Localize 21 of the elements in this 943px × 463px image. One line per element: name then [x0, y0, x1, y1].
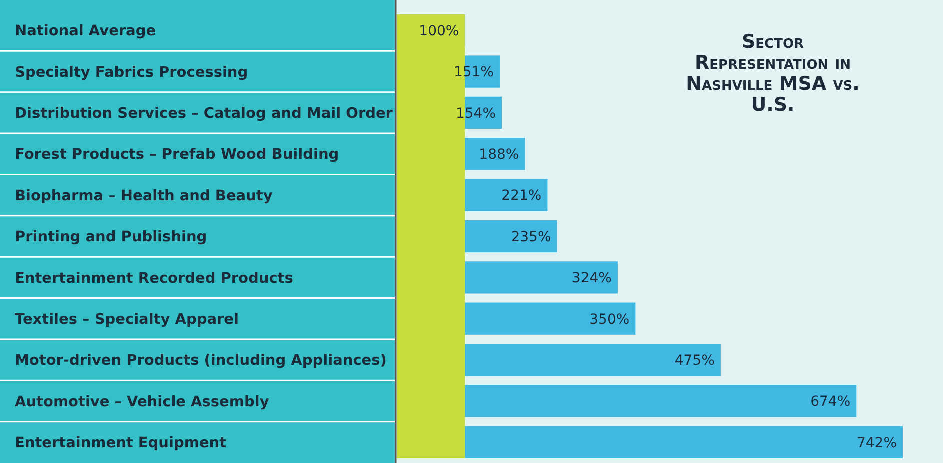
y-tick-label: Motor-driven Products (including Appliances) — [15, 353, 387, 370]
y-tick-label: Specialty Fabrics Processing — [15, 64, 248, 81]
data-label: 324% — [572, 270, 612, 287]
y-tick-label: Forest Products – Prefab Wood Building — [15, 147, 340, 164]
y-tick-label: Entertainment Equipment — [15, 435, 227, 452]
y-tick-label: Entertainment Recorded Products — [15, 270, 294, 287]
data-label: 475% — [674, 352, 715, 369]
data-label: 188% — [479, 147, 520, 164]
y-tick-label: Textiles – Specialty Apparel — [15, 312, 239, 328]
y-tick-label: Distribution Services – Catalog and Mail Order — [15, 106, 394, 122]
y-tick-label: Printing and Publishing — [15, 230, 208, 246]
data-label: 350% — [590, 312, 630, 328]
data-label: 100% — [419, 23, 460, 40]
y-tick-label: National Average — [15, 24, 156, 40]
data-label: 674% — [810, 394, 851, 410]
data-label: 221% — [502, 188, 542, 204]
data-label: 742% — [856, 435, 897, 452]
y-tick-label: Biopharma – Health and Beauty — [15, 188, 274, 204]
text: Sector Representation in Nashville MSA vs. U.S. — [686, 31, 860, 116]
y-tick-label: Automotive – Vehicle Assembly — [15, 394, 270, 410]
data-label: 235% — [511, 229, 552, 246]
